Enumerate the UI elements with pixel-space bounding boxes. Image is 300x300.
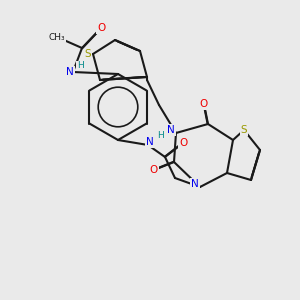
Text: N: N: [167, 125, 175, 135]
Text: O: O: [150, 165, 158, 175]
Text: N: N: [191, 179, 199, 189]
Text: O: O: [97, 23, 105, 33]
Text: H: H: [76, 61, 83, 70]
Text: S: S: [85, 49, 91, 59]
Text: S: S: [241, 125, 247, 135]
Text: N: N: [66, 67, 74, 77]
Text: H: H: [157, 130, 164, 140]
Text: O: O: [179, 138, 187, 148]
Text: CH₃: CH₃: [49, 32, 65, 41]
Text: N: N: [146, 137, 154, 147]
Text: O: O: [200, 99, 208, 109]
